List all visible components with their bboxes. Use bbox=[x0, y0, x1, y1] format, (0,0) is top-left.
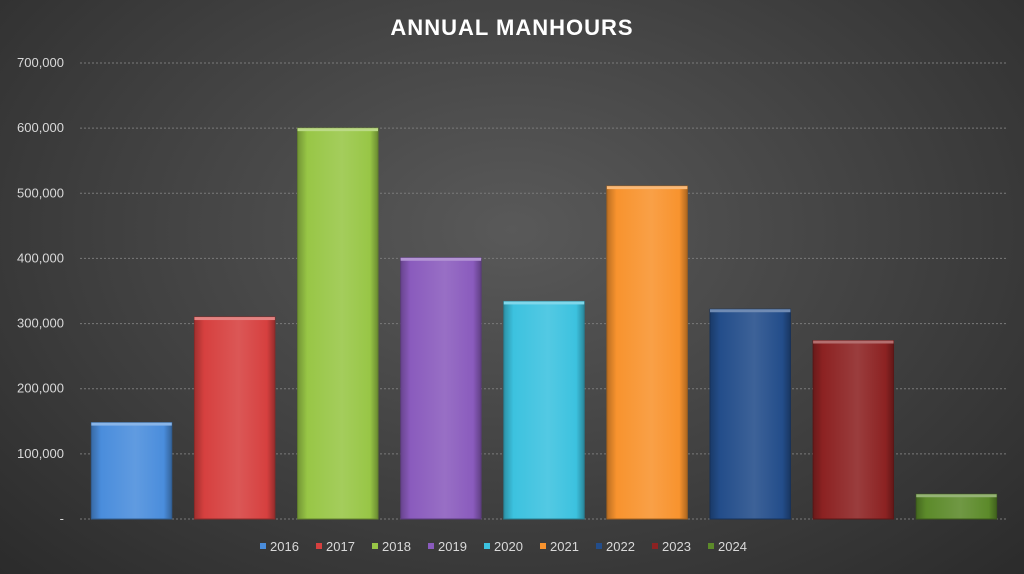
legend-label: 2023 bbox=[662, 539, 691, 554]
bar-cap bbox=[813, 340, 894, 344]
y-tick-label: 200,000 bbox=[17, 381, 64, 396]
legend-swatch bbox=[428, 543, 434, 549]
y-tick-label: 100,000 bbox=[17, 446, 64, 461]
legend-swatch bbox=[372, 543, 378, 549]
bar-2024 bbox=[915, 493, 998, 520]
legend-label: 2019 bbox=[438, 539, 467, 554]
legend-label: 2021 bbox=[550, 539, 579, 554]
legend-swatch bbox=[652, 543, 658, 549]
y-tick-label: 500,000 bbox=[17, 185, 64, 200]
bar-cap bbox=[91, 422, 172, 426]
y-tick-label: - bbox=[60, 511, 64, 526]
bar-cap bbox=[297, 128, 378, 132]
bar-cap bbox=[606, 186, 688, 190]
bar-cap bbox=[916, 494, 997, 498]
bar-2017 bbox=[193, 316, 276, 520]
bar-2022 bbox=[709, 308, 791, 520]
bar-2023 bbox=[812, 340, 895, 520]
bar-cap bbox=[194, 317, 275, 321]
legend-label: 2024 bbox=[718, 539, 747, 554]
legend-swatch bbox=[484, 543, 490, 549]
bar-2016 bbox=[90, 422, 173, 520]
y-tick-label: 600,000 bbox=[17, 120, 64, 135]
y-axis-ticks: - 100,000 200,000 300,000 400,000 500,000 600,… bbox=[17, 55, 64, 526]
bar-cap bbox=[503, 301, 585, 305]
bar-2020 bbox=[503, 300, 585, 520]
legend-swatch bbox=[596, 543, 602, 549]
legend-label: 2020 bbox=[494, 539, 523, 554]
bar-cap bbox=[710, 309, 791, 313]
legend-label: 2018 bbox=[382, 539, 411, 554]
bars bbox=[90, 127, 998, 520]
legend-swatch bbox=[540, 543, 546, 549]
legend-swatch bbox=[708, 543, 714, 549]
legend-label: 2017 bbox=[326, 539, 355, 554]
bar-2018 bbox=[297, 127, 379, 520]
y-tick-label: 400,000 bbox=[17, 250, 64, 265]
y-tick-label: 700,000 bbox=[17, 55, 64, 70]
legend-label: 2016 bbox=[270, 539, 299, 554]
bar-cap bbox=[400, 257, 482, 261]
legend: 2016 2017 2018 2019 2020 2021 2022 2023 2024 bbox=[260, 539, 747, 554]
y-tick-label: 300,000 bbox=[17, 316, 64, 331]
bar-2021 bbox=[606, 185, 688, 520]
bar-2019 bbox=[400, 257, 482, 520]
chart-title: ANNUAL MANHOURS bbox=[390, 15, 633, 40]
legend-label: 2022 bbox=[606, 539, 635, 554]
legend-swatch bbox=[316, 543, 322, 549]
legend-swatch bbox=[260, 543, 266, 549]
